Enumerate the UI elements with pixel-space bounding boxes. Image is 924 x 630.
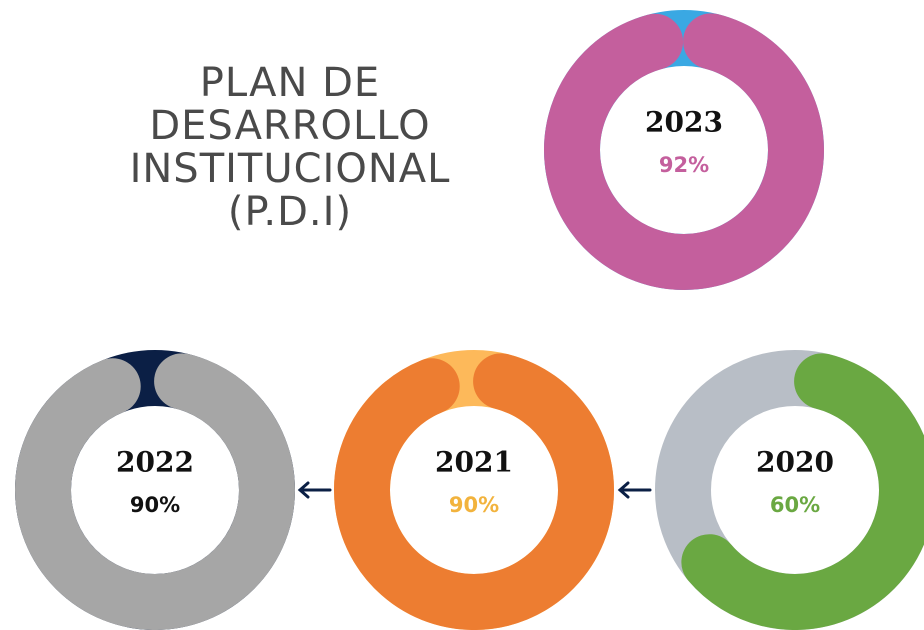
heading-line: DESARROLLO xyxy=(149,103,430,149)
heading-line: PLAN DE xyxy=(200,60,380,106)
donut-arc xyxy=(15,350,295,630)
donut-year: 2020 xyxy=(756,446,834,479)
donut-arc xyxy=(544,10,824,290)
donut-value-label: 92% xyxy=(659,153,709,177)
donut-year: 2023 xyxy=(645,106,723,139)
arrow xyxy=(297,481,332,499)
donut-arc xyxy=(334,350,614,630)
donut-year: 2021 xyxy=(435,446,513,479)
donut-arc xyxy=(655,350,924,630)
arrow xyxy=(617,481,652,499)
heading-line: INSTITUCIONAL xyxy=(130,146,451,192)
donut-value-label: 90% xyxy=(449,493,499,517)
heading-line: (P.D.I) xyxy=(228,189,352,235)
donut-value-label: 90% xyxy=(130,493,180,517)
donut-value-label: 60% xyxy=(770,493,820,517)
donut-year: 2022 xyxy=(116,446,194,479)
